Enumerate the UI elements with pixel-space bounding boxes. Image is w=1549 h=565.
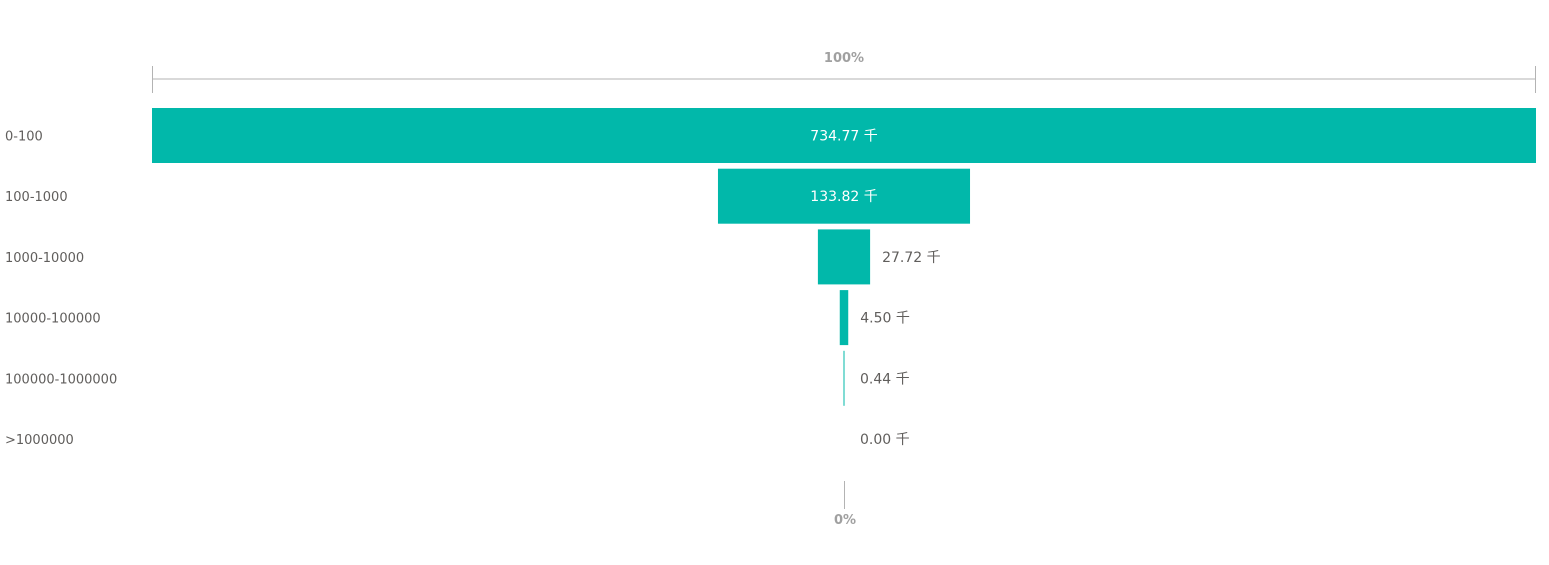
funnel-category-label: 1000-10000 bbox=[5, 251, 84, 266]
top-axis-label: 100% bbox=[824, 51, 864, 66]
top-percent-axis: 100% bbox=[152, 51, 1536, 93]
funnel-category-label: >1000000 bbox=[5, 433, 74, 448]
funnel-bar[interactable] bbox=[717, 168, 971, 224]
funnel-value-label: 27.72 千 bbox=[882, 250, 941, 266]
funnel-value-label: 734.77 千 bbox=[810, 129, 877, 145]
bottom-axis-label: 0% bbox=[834, 513, 856, 528]
funnel-bar[interactable] bbox=[152, 108, 1536, 163]
funnel-bar[interactable] bbox=[839, 290, 849, 346]
funnel-category-label: 100000-1000000 bbox=[5, 372, 117, 387]
funnel-category-label: 100-1000 bbox=[5, 190, 68, 205]
funnel-value-label: 133.82 千 bbox=[810, 189, 877, 205]
funnel-bar[interactable] bbox=[843, 350, 845, 406]
funnel-category-label: 10000-100000 bbox=[5, 312, 101, 327]
funnel-category-label: 0-100 bbox=[5, 130, 43, 145]
funnel-bar[interactable] bbox=[817, 229, 871, 285]
funnel-value-label: 4.50 千 bbox=[860, 311, 910, 327]
funnel-value-label: 0.00 千 bbox=[860, 432, 910, 448]
funnel-value-label: 0.44 千 bbox=[860, 371, 910, 387]
bottom-percent-axis: 0% bbox=[834, 481, 856, 528]
funnel-bars: 0-100 734.77 千 100-1000 133.82 千 1000-10000 2… bbox=[5, 108, 1536, 448]
